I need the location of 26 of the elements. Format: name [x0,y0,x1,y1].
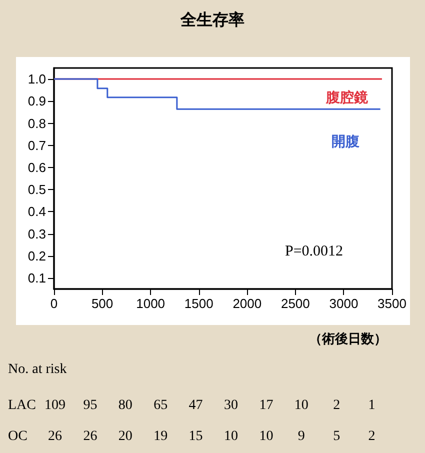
x-tick-label: 0 [50,296,58,311]
x-tick-label: 3500 [378,296,406,311]
y-tick-label: 0.5 [28,182,46,198]
text: OC 26 26 20 19 15 10 10 9 5 2 [8,429,376,444]
y-tick-label: 0.1 [28,270,46,286]
x-tick-label: 1500 [184,296,214,311]
y-tick-label: 0.6 [28,160,46,175]
series-label: 腹腔鏡 [324,89,368,106]
x-axis-title: （術後日数） [309,331,387,348]
y-tick-label: 0.9 [28,94,46,109]
text: LAC 109 95 80 65 47 30 17 10 2 1 [8,398,376,413]
annotation: P=0.0012 [285,244,344,260]
series-label: 開腹 [331,133,360,150]
y-tick-label: 0.7 [28,138,46,153]
x-tick-label: 1000 [136,296,166,311]
x-tick-label: 500 [91,296,114,311]
text: No. at risk [8,362,67,378]
chart-title: 全生存率 [179,10,246,31]
x-tick-label: 2000 [232,296,262,311]
y-tick-label: 1.0 [28,72,46,87]
y-tick-label: 0.8 [28,116,46,131]
x-tick-label: 3000 [329,296,358,311]
y-tick-label: 0.3 [28,226,46,242]
y-tick-label: 0.2 [28,248,46,264]
y-tick-label: 0.4 [28,204,46,220]
x-tick-label: 2500 [280,296,310,311]
